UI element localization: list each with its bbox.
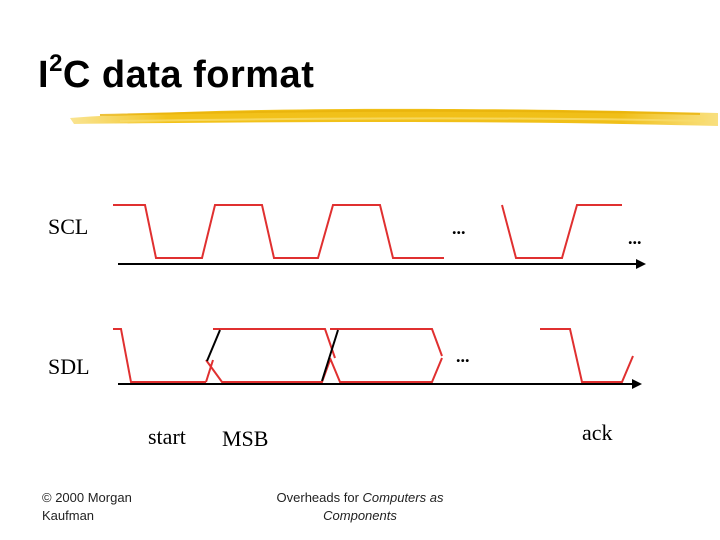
overheads-line-2: Components [262,507,458,525]
sdl-start-edge [113,328,206,383]
title-rest: C data format [62,54,315,96]
sdl-start-rise [205,359,214,383]
copyright-line-1: © 2000 Morgan [42,490,132,505]
sdl-bit1-high [213,328,336,359]
sdl-bit2-black-edge [321,329,339,382]
sdl-ellipsis: ... [456,346,470,366]
overheads-line-2-text: Components [323,508,397,523]
title-superscript: 2 [49,50,63,77]
scl-axis-arrowhead [636,259,646,269]
scl-waveform [113,204,622,259]
sdl-bit2-high [330,328,443,357]
overheads-prefix: Overheads for [276,490,363,505]
overheads-line-1: Overheads for Computers as [262,489,458,507]
start-label: start [148,424,186,449]
sdl-waveform [113,328,634,383]
title-main: I [38,54,50,96]
scl-ellipsis-1: ... [452,218,466,238]
sdl-axis-arrowhead [632,379,642,389]
copyright-line-2: Kaufman [42,508,95,523]
scl-waveform-tail [501,204,622,259]
sdl-bit2-low [329,357,443,383]
overheads-footer: Overheads for Computers as Components [262,489,458,525]
overheads-italic: Computers as [362,490,444,505]
scl-ellipsis-2: ... [628,228,642,248]
sdl-label: SDL [48,354,90,379]
copyright-footer: © 2000 Morgan Kaufman [42,489,132,525]
scl-waveform-main [113,204,444,259]
sdl-bit1-black-edge [206,329,221,362]
msb-label: MSB [222,426,269,451]
page-title: I2C data format [38,52,315,96]
ack-label: ack [582,420,613,445]
sdl-bit1-low [205,359,331,383]
scl-label: SCL [48,214,89,239]
sdl-ack-waveform [540,328,634,383]
